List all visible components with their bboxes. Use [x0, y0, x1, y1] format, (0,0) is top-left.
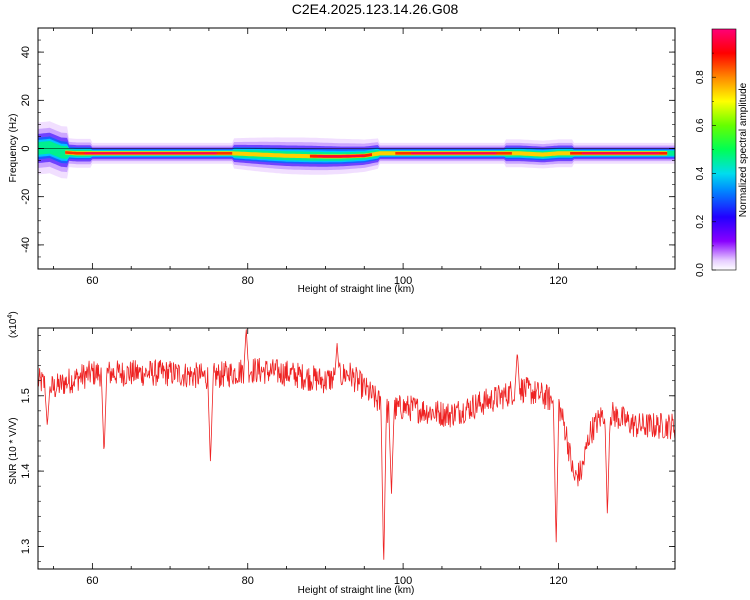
- snr-y-tick-label: 1.5: [20, 388, 32, 403]
- heatmap-band-layer: [38, 141, 675, 161]
- snr-axes: 60 80 100 120 1.3 1.4 1.5: [20, 328, 676, 587]
- heatmap-core: [317, 154, 365, 158]
- snr-multiplier-prefix: (x10: [8, 318, 19, 338]
- heatmap-axes: 60 80 100 120 -40 -20 0 20 40: [20, 27, 676, 287]
- snr-frame: [37, 327, 676, 570]
- heatmap-area: [38, 121, 675, 179]
- heatmap-y-tick-label: -20: [20, 189, 32, 205]
- colorbar-ticks: 0.0 0.2 0.4 0.6 0.8: [695, 52, 716, 277]
- heatmap-y-tick-label: 20: [20, 94, 32, 106]
- snr-x-tick-label: 80: [242, 575, 254, 587]
- heatmap-core: [581, 152, 660, 155]
- heatmap-x-tick-label: 60: [86, 275, 98, 287]
- snr-x-tick-label: 120: [549, 575, 567, 587]
- heatmap-y-tick-label: 40: [20, 46, 32, 58]
- colorbar-label: Normalized spectral amplitude: [738, 82, 749, 217]
- chart-title: C2E4.2025.123.14.26.G08: [291, 1, 459, 17]
- snr-x-tick-label: 60: [86, 575, 98, 587]
- snr-plot-area: [38, 329, 675, 560]
- heatmap-core: [410, 152, 497, 155]
- heatmap-x-tick-label: 100: [394, 275, 412, 287]
- heatmap-x-tick-label: 120: [549, 275, 567, 287]
- snr-multiplier-label: (x104): [7, 311, 19, 338]
- snr-y-tick-label: 1.3: [20, 539, 32, 554]
- colorbar-tick-label: 0.2: [695, 214, 706, 228]
- heatmap-y-tick-label: 0: [20, 145, 32, 151]
- heatmap-x-tick-label: 80: [242, 275, 254, 287]
- colorbar-tick-label: 0.0: [695, 263, 706, 277]
- colorbar-tick-label: 0.6: [695, 118, 706, 132]
- heatmap-core: [84, 152, 217, 155]
- snr-y-axis-label: SNR (10 * V/V): [8, 417, 19, 484]
- snr-x-axis-label: Height of straight line (km): [298, 585, 415, 596]
- colorbar-tick-label: 0.8: [695, 70, 706, 84]
- colorbar: [712, 29, 736, 270]
- heatmap-y-axis-label: Frequency (Hz): [8, 114, 19, 183]
- colorbar-tick-label: 0.4: [695, 166, 706, 180]
- snr-multiplier-exponent: 4: [7, 315, 14, 319]
- heatmap-y-tick-label: -40: [20, 237, 32, 253]
- snr-x-tick-label: 100: [394, 575, 412, 587]
- snr-y-tick-label: 1.4: [20, 463, 32, 478]
- snr-series-line: [38, 329, 675, 560]
- heatmap-x-axis-label: Height of straight line (km): [298, 284, 415, 295]
- snr-multiplier-suffix: ): [8, 311, 19, 314]
